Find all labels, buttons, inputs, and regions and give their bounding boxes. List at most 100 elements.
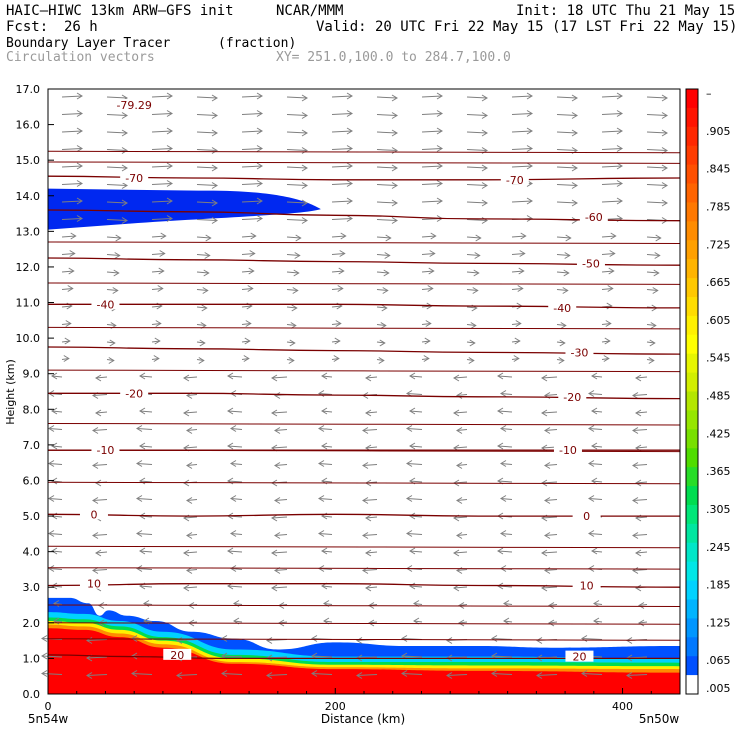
vector-arrow [544,499,558,501]
vector-arrowhead [409,407,416,415]
vector-arrowhead [661,164,668,172]
colorbar-swatch [686,202,698,222]
colorbar-swatch [686,467,698,487]
vector-arrowhead [321,407,328,415]
vector-arrowhead [378,357,385,364]
temperature-contour-line [47,282,681,285]
vector-arrow [556,236,571,239]
vector-arrow [646,96,668,99]
vector-arrow [95,551,108,554]
x-axis-label: Distance (km) [321,712,405,726]
vector-arrowhead [271,549,278,557]
vector-arrow [646,149,668,151]
vector-arrowhead [203,269,210,277]
vector-arrow [151,183,173,185]
vector-arrow [106,219,128,221]
vector-arrowhead [517,285,524,292]
vector-arrowhead [346,180,353,187]
axes: 0.0 1.0 2.0 3.0 4.0 5.0 6.0 7.0 8.0 9.0 10.0 11.0 12… [16,83,652,713]
vector-arrow [556,254,570,256]
vector-arrow [544,534,558,536]
vector-arrowhead [491,635,498,642]
colorbar-label: .305 [706,503,731,516]
vector-arrow [421,340,430,343]
vector-arrowhead [365,584,372,592]
vector-arrow [61,218,83,220]
vector-arrowhead [655,234,662,242]
vector-arrow [106,341,115,344]
vector-arrowhead [266,672,273,679]
vector-arrow [362,464,378,466]
colorbar-label: .605 [706,314,731,327]
vector-arrow [497,480,513,483]
contour-label-bg [120,387,149,399]
y-tick-label: 4.0 [23,546,41,559]
vector-arrow [41,655,63,658]
vector-arrow [221,673,243,675]
vector-arrow [601,165,623,168]
vector-arrowhead [391,129,398,137]
contour-label: -50 [582,257,600,270]
vector-arrowhead [301,164,308,172]
vector-arrowhead [428,267,435,275]
vector-arrowhead [436,145,443,152]
vector-arrowhead [518,267,525,275]
contour-label-bg [572,510,601,522]
vector-arrow [106,96,128,99]
vector-arrowhead [406,460,413,467]
vector-arrowhead [154,337,161,345]
vector-arrowhead [548,619,555,627]
vector-arrowhead [559,339,566,347]
vector-arrow [421,200,443,203]
vector-arrowhead [635,584,642,592]
vector-arrow [92,534,108,536]
vector-arrowhead [616,162,623,170]
vector-arrowhead [593,617,600,625]
vector-arrowhead [65,320,72,327]
contour-label: -40 [553,302,571,315]
vector-arrowhead [472,287,479,294]
colorbar-label: .485 [706,390,731,403]
vector-arrowhead [481,94,488,102]
vector-arrow [646,324,656,326]
vector-arrow [196,271,209,274]
vector-arrowhead [288,357,295,364]
vector-arrowhead [365,374,372,382]
contour-label-bg [572,579,601,591]
vector-arrowhead [186,532,193,539]
vector-arrowhead [48,495,55,502]
vector-arrowhead [183,409,190,417]
vector-arrowhead [513,355,520,362]
vector-arrow [453,411,468,414]
vector-arrow [556,149,578,151]
contour-label: 10 [580,579,594,592]
vector-arrow [556,131,578,134]
vector-arrow [136,568,153,570]
vector-arrowhead [227,442,234,450]
vector-arrowhead [456,497,463,504]
vector-arrow [286,166,308,169]
vector-arrow [196,184,218,186]
vector-arrowhead [520,232,527,240]
vector-arrowhead [514,337,521,345]
vector-arrowhead [211,147,218,154]
vector-arrowhead [401,670,408,677]
vector-arrow [318,463,333,465]
colorbar-swatch [686,504,698,525]
vector-arrow [635,446,648,449]
vector-arrowhead [362,462,369,469]
vector-arrow [51,410,63,413]
vector-arrow [51,585,63,588]
vector-arrow [544,429,558,431]
vector-arrowhead [632,427,639,434]
vector-arrowhead [424,337,431,345]
vector-arrowhead [409,442,416,450]
vector-arrow [511,113,533,115]
vector-arrow [413,603,423,605]
contour-label: 0 [90,508,97,521]
vector-arrow [143,620,153,623]
vector-arrowhead [76,162,83,170]
colorbar-swatch [686,486,698,506]
vector-arrowhead [588,495,595,502]
